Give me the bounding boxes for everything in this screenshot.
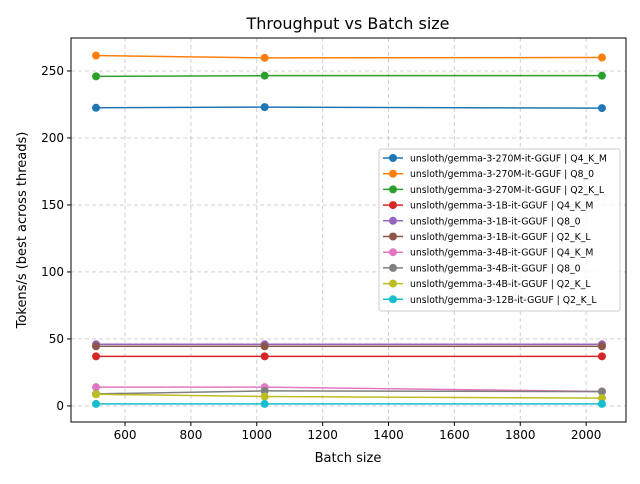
legend-label: unsloth/gemma-3-1B-it-GGUF | Q4_K_M (410, 201, 593, 212)
y-tick-label: 200 (41, 131, 64, 145)
data-point (92, 383, 101, 392)
data-point (92, 390, 101, 399)
legend-marker (389, 154, 397, 162)
data-point (260, 53, 269, 62)
legend: unsloth/gemma-3-270M-it-GGUF | Q4_K_Muns… (378, 148, 621, 312)
data-point (260, 342, 269, 351)
y-tick-label: 100 (41, 265, 64, 279)
data-point (92, 72, 101, 81)
legend-marker (389, 263, 397, 272)
series-line (92, 383, 606, 396)
legend-box (378, 148, 621, 312)
legend-marker (389, 232, 397, 241)
legend-label: unsloth/gemma-3-270M-it-GGUF | Q8_0 (410, 169, 594, 180)
data-point (597, 53, 606, 62)
x-axis-label: Batch size (315, 451, 382, 466)
legend-marker (389, 169, 397, 178)
y-tick-label: 250 (41, 64, 64, 78)
series-line (92, 71, 606, 81)
plot-frame (70, 37, 627, 423)
legend-label: unsloth/gemma-3-270M-it-GGUF | Q2_K_L (410, 185, 605, 196)
x-tick-label: 1200 (307, 428, 338, 442)
legend-marker (389, 201, 397, 210)
legend-label: unsloth/gemma-3-1B-it-GGUF | Q2_K_L (410, 232, 591, 243)
data-point (260, 386, 269, 395)
y-tick-label: 0 (56, 399, 64, 413)
x-tick-label: 1600 (439, 428, 470, 442)
data-point (92, 103, 101, 112)
data-point (597, 394, 606, 403)
legend-label: unsloth/gemma-3-12B-it-GGUF | Q2_K_L (410, 295, 597, 306)
data-point (597, 342, 606, 351)
data-point (260, 352, 269, 361)
data-point (92, 352, 101, 361)
data-point (597, 71, 606, 80)
x-tick-label: 600 (114, 428, 137, 442)
series-line (92, 352, 606, 361)
x-tick-label: 1000 (241, 428, 272, 442)
legend-label: unsloth/gemma-3-270M-it-GGUF | Q4_K_M (410, 154, 607, 165)
legend-marker (389, 216, 397, 225)
legend-label: unsloth/gemma-3-1B-it-GGUF | Q8_0 (410, 216, 581, 227)
legend-label: unsloth/gemma-3-4B-it-GGUF | Q8_0 (410, 263, 581, 274)
series-line (92, 103, 606, 113)
x-tick-label: 1800 (505, 428, 536, 442)
data-point (597, 352, 606, 361)
data-point (597, 387, 606, 396)
series-line (92, 390, 606, 403)
x-tick-label: 2000 (571, 428, 602, 442)
legend-marker (389, 185, 397, 194)
data-point (597, 104, 606, 113)
y-tick-label: 50 (49, 332, 64, 346)
series-line (92, 340, 606, 349)
y-tick-label: 150 (41, 198, 64, 212)
legend-marker (389, 279, 397, 288)
data-point (92, 399, 101, 408)
series-path (96, 390, 602, 395)
series-path (96, 54, 602, 59)
data-point (260, 399, 269, 408)
y-axis-label: Tokens/s (best across threads) (15, 132, 30, 330)
x-tick-label: 1400 (373, 428, 404, 442)
chart-title: Throughput vs Batch size (245, 14, 449, 33)
x-tick-label: 800 (179, 428, 202, 442)
data-point (92, 51, 101, 60)
data-point (260, 103, 269, 112)
legend-label: unsloth/gemma-3-4B-it-GGUF | Q2_K_L (410, 279, 591, 290)
series-path (96, 106, 602, 109)
series-line (92, 51, 606, 62)
data-point (597, 399, 606, 408)
series-path (96, 74, 602, 78)
legend-marker (389, 248, 397, 257)
series-path (96, 393, 602, 399)
series-line (92, 399, 606, 408)
series-line (92, 342, 606, 351)
legend-label: unsloth/gemma-3-4B-it-GGUF | Q4_K_M (410, 248, 593, 259)
data-point (260, 392, 269, 401)
data-point (92, 342, 101, 351)
legend-marker (389, 295, 397, 304)
data-point (260, 71, 269, 80)
